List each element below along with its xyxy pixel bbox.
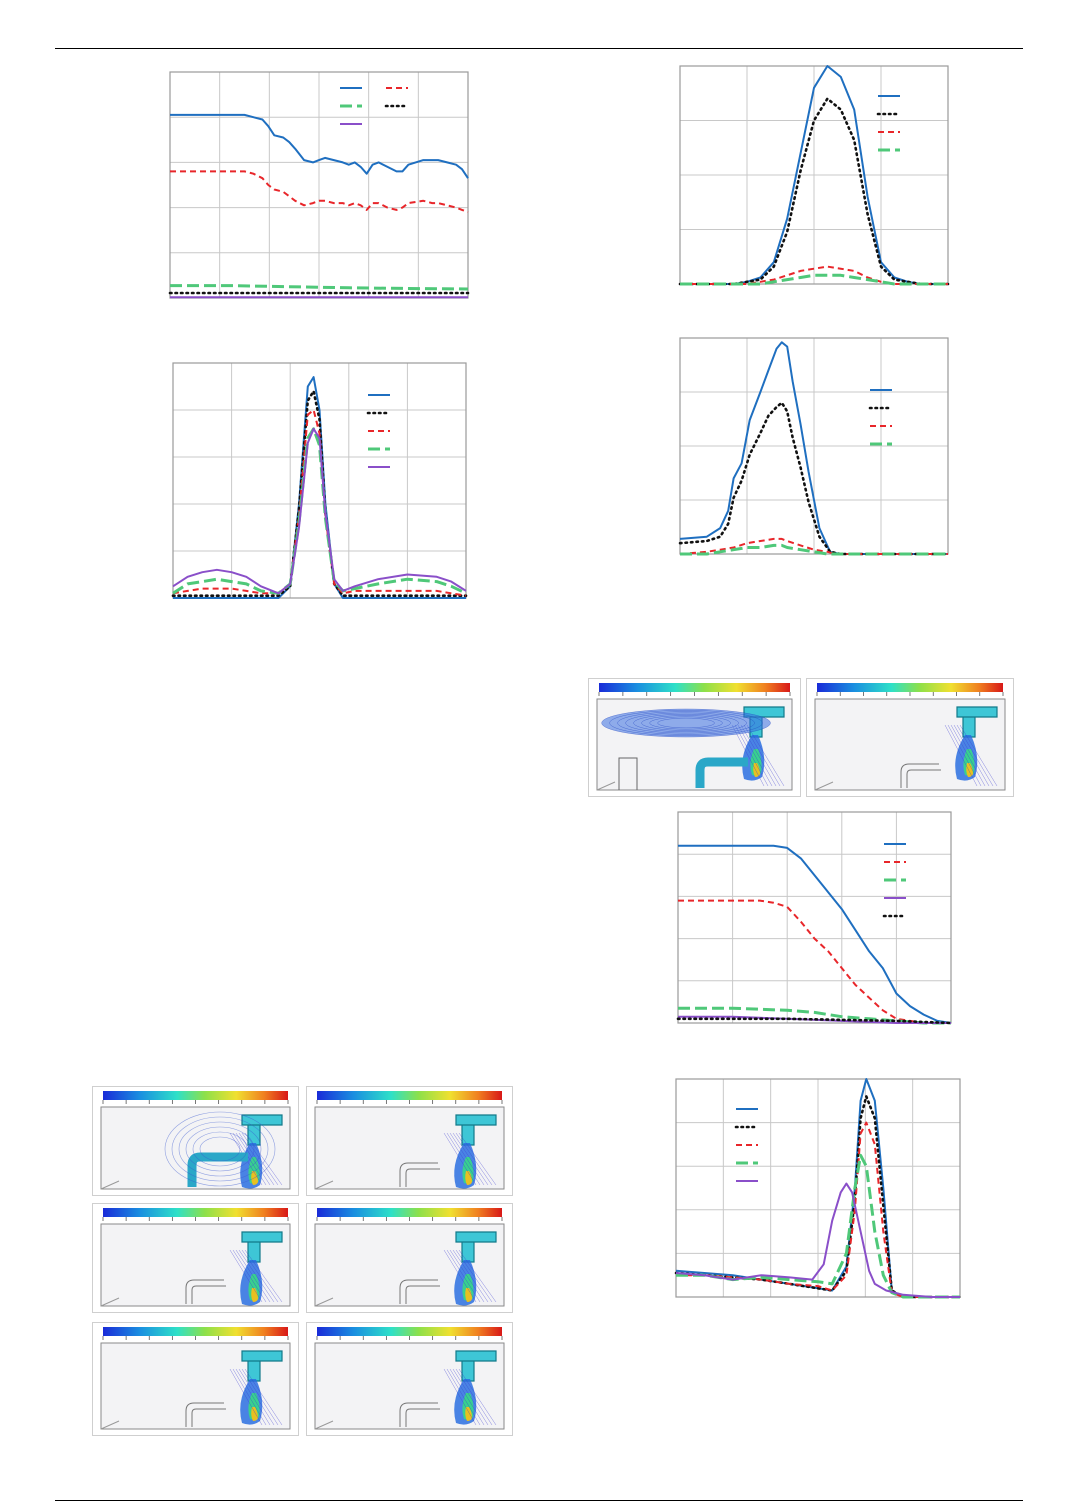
inlet-pipe: [187, 1152, 248, 1187]
colorbar: [317, 1327, 502, 1336]
series-line-green: [172, 427, 467, 595]
inlet-pipe-outline: [900, 763, 939, 788]
series-line-red: [678, 899, 951, 1024]
series-line-purple: [675, 1182, 960, 1298]
inlet-pipe-outline: [399, 1162, 438, 1187]
simulation-panel: [92, 1203, 299, 1313]
footer-rule: [55, 1500, 1023, 1501]
plot-frame: [172, 362, 467, 599]
series-line-black: [676, 1017, 953, 1025]
series-line-blue: [170, 113, 469, 179]
colorbar: [103, 1208, 288, 1217]
header-rule: [55, 48, 1023, 49]
series-line-green: [680, 273, 948, 286]
colorbar: [599, 683, 790, 692]
series-line-red: [170, 170, 469, 214]
chart-svg: [171, 362, 468, 599]
simulation-panel: [306, 1086, 513, 1196]
chart-6-line: [666, 1073, 964, 1303]
series-line-red: [679, 537, 948, 555]
series-line-black: [171, 389, 468, 597]
chart-4-line: [670, 332, 955, 560]
series-line-green: [676, 1153, 960, 1299]
inlet-pipe-outline: [185, 1402, 224, 1427]
inlet-pipe-outline: [185, 1279, 224, 1304]
series-line-blue: [678, 844, 952, 1024]
chart-svg: [676, 811, 953, 1025]
colorbar: [317, 1208, 502, 1217]
chart-1-line: [150, 66, 475, 303]
series-line-blue: [680, 65, 948, 285]
chart-svg: [678, 65, 950, 286]
plot-frame: [675, 1078, 961, 1298]
chart-svg: [678, 337, 950, 556]
series-line-green: [170, 284, 469, 291]
colorbar: [817, 683, 1003, 692]
simulation-panel: [306, 1203, 513, 1313]
series-line-black: [678, 97, 950, 286]
series-line-black: [678, 401, 950, 556]
simulation-panel: [92, 1322, 299, 1436]
plot-frame: [679, 65, 949, 285]
colorbar: [103, 1327, 288, 1336]
simulation-panel: [92, 1086, 299, 1196]
series-line-red: [680, 265, 948, 285]
chart-svg: [674, 1078, 962, 1299]
simulation-panel: [806, 678, 1014, 797]
series-line-red: [172, 409, 467, 597]
plot-frame: [679, 337, 949, 555]
plot-frame: [677, 811, 952, 1024]
series-line-green: [680, 543, 948, 556]
series-line-purple: [172, 427, 467, 595]
series-line-blue: [679, 341, 948, 555]
inlet-pipe-outline: [399, 1402, 438, 1427]
inlet-pipe-outline: [399, 1279, 438, 1304]
chart-svg: [168, 71, 470, 299]
chart-5-line: [668, 806, 958, 1029]
simulation-panel: [588, 678, 801, 797]
chart-2-line: [158, 357, 473, 603]
series-line-green: [678, 1006, 951, 1025]
chart-3-line: [670, 60, 955, 290]
colorbar: [103, 1091, 288, 1100]
colorbar: [317, 1091, 502, 1100]
simulation-panel: [306, 1322, 513, 1436]
